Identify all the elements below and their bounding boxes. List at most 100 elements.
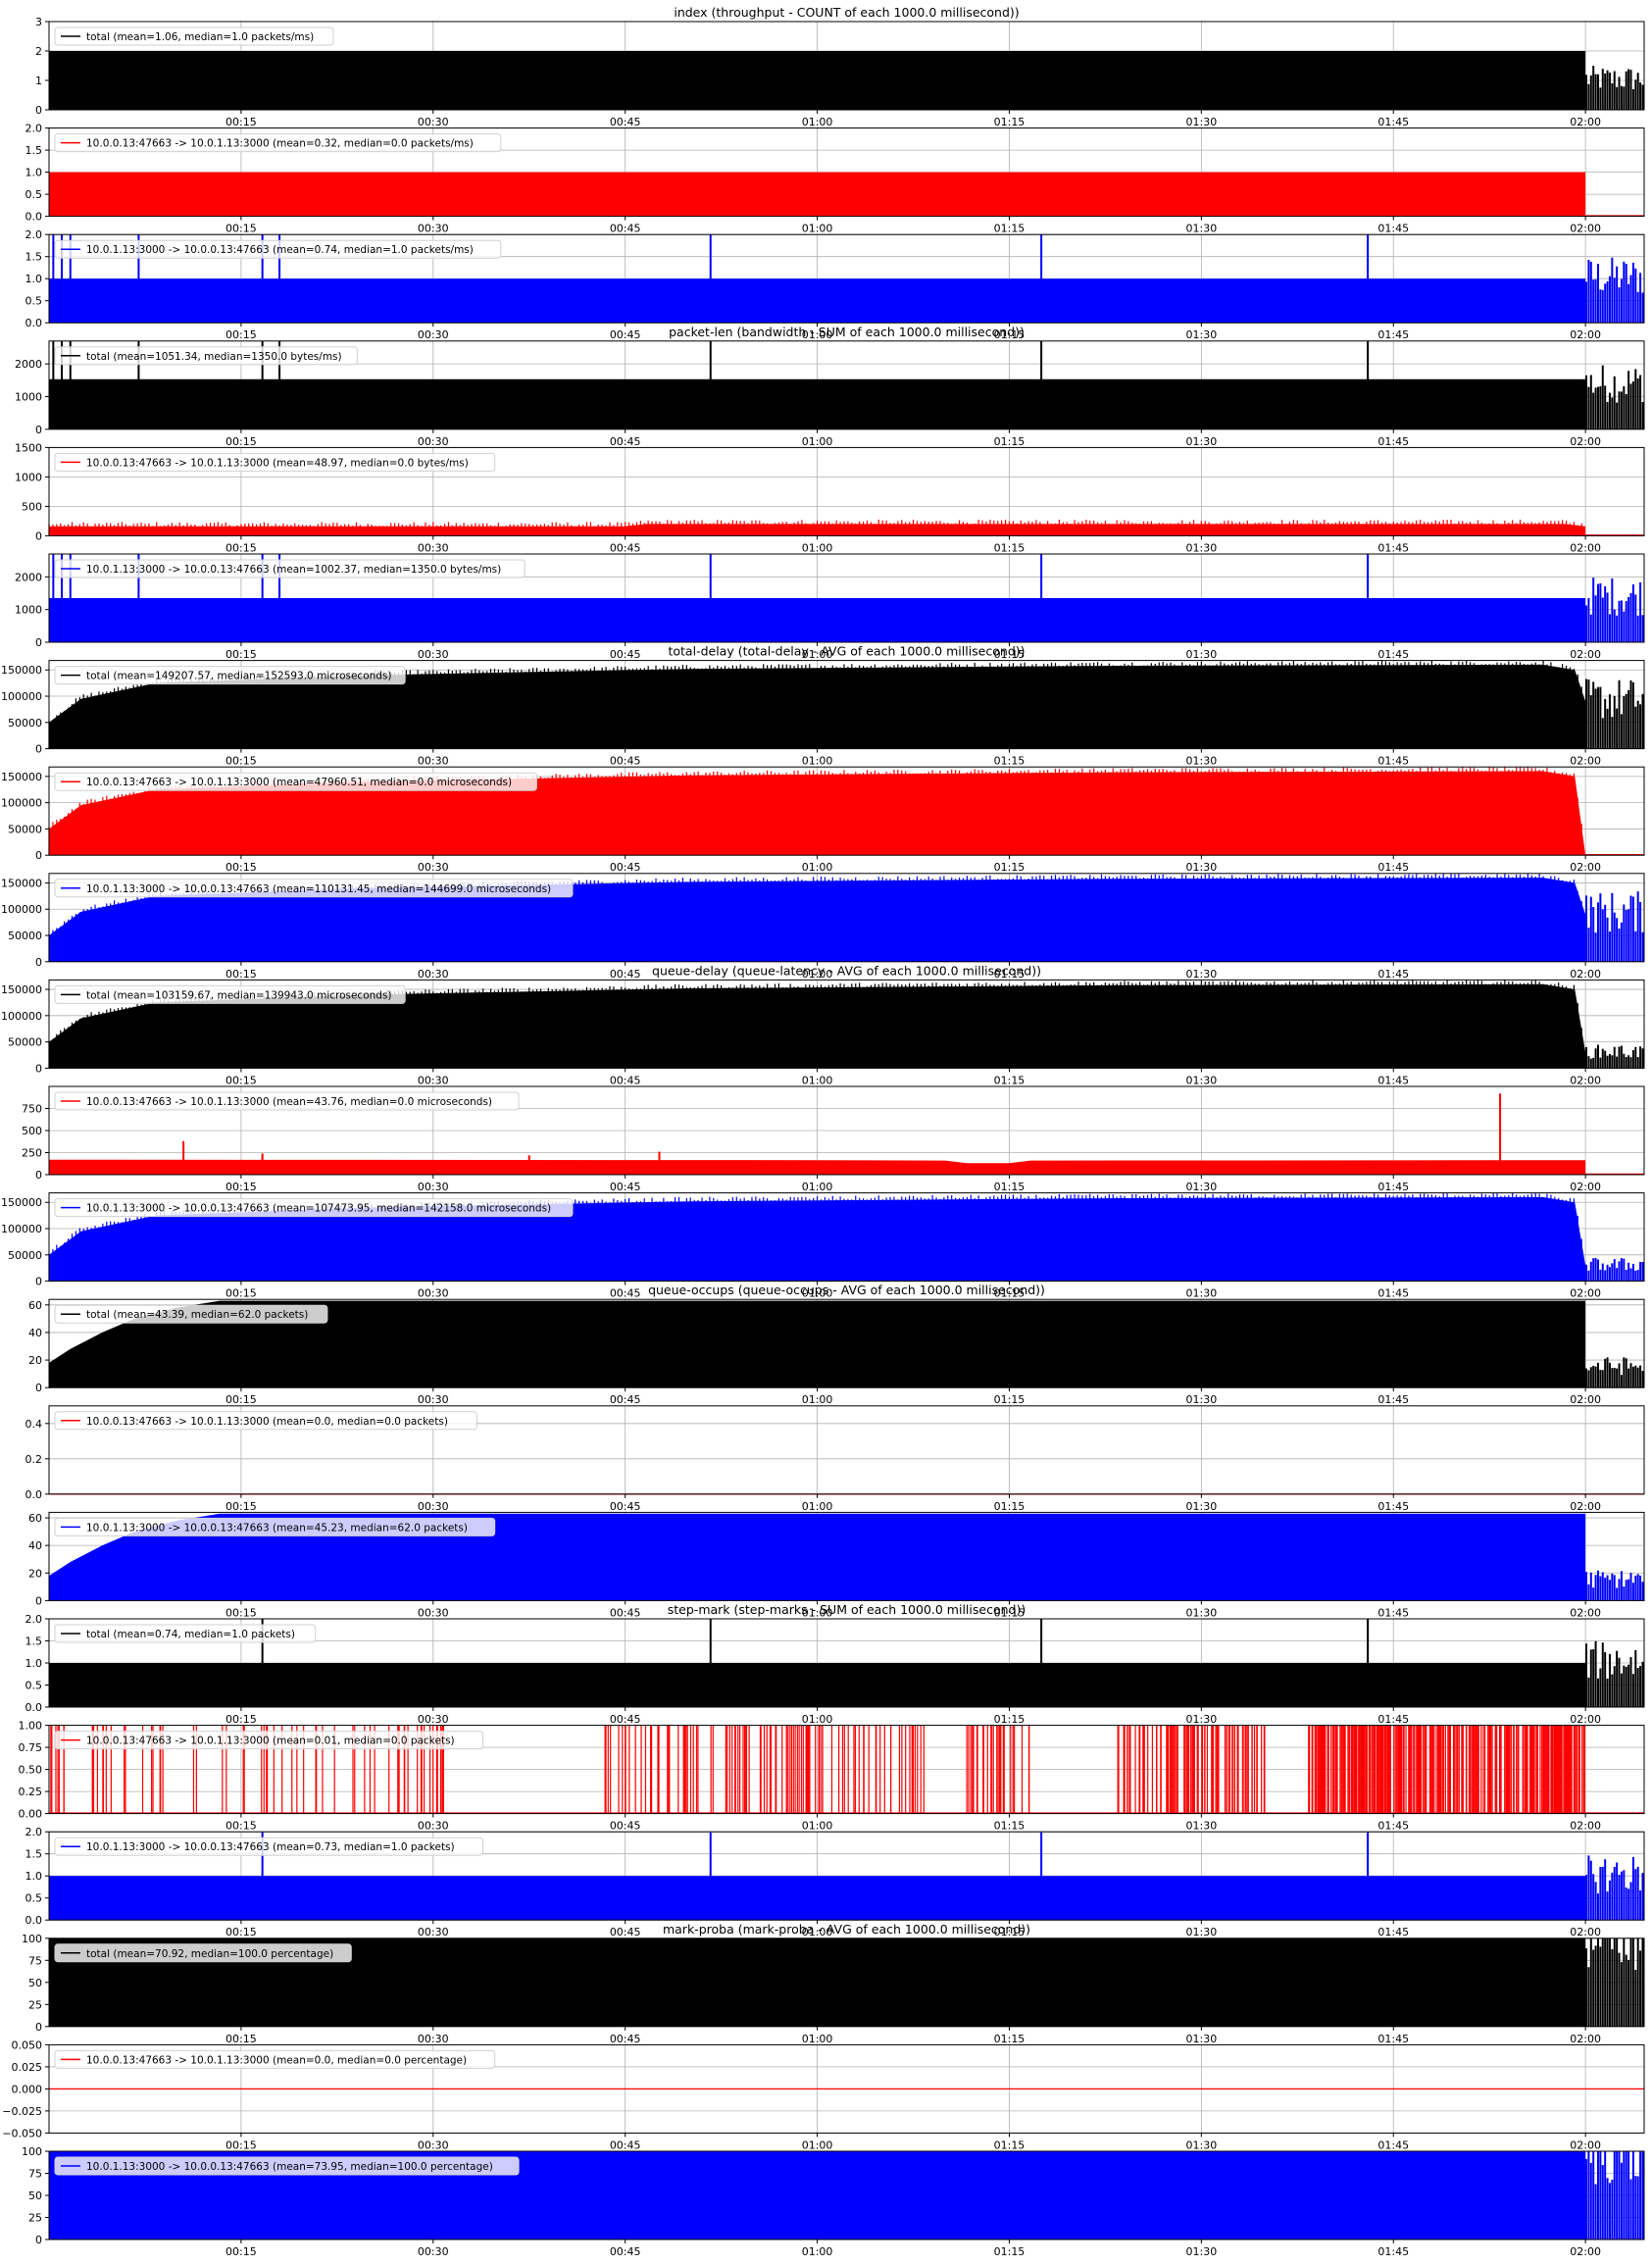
- y-tick-label: 25: [28, 1998, 42, 2011]
- x-tick-label: 01:15: [994, 2033, 1026, 2045]
- plot-frame: [48, 1298, 1645, 1388]
- legend-label: 10.0.1.13:3000 -> 10.0.0.13:47663 (mean=…: [86, 2161, 493, 2173]
- x-tick-label: 00:15: [225, 541, 257, 554]
- y-tick-label: 500: [22, 500, 42, 513]
- y-tick-label: 100000: [1, 797, 42, 810]
- legend: 10.0.0.13:47663 -> 10.0.1.13:3000 (mean=…: [54, 1411, 477, 1431]
- x-tick-label: 02:00: [1570, 435, 1601, 448]
- y-tick-label: 150000: [1, 1196, 42, 1209]
- x-tick-label: 00:45: [610, 1713, 641, 1726]
- legend-label: 10.0.0.13:47663 -> 10.0.1.13:3000 (mean=…: [86, 1416, 448, 1428]
- legend-box: [54, 1837, 483, 1856]
- x-tick-label: 02:00: [1570, 1500, 1601, 1513]
- x-tick-label: 01:00: [802, 1500, 833, 1513]
- y-tick-label: 0.5: [25, 1680, 43, 1692]
- x-tick-label: 01:00: [802, 116, 833, 128]
- x-tick-label: 00:30: [418, 2245, 449, 2258]
- y-tick-label: 0.5: [25, 188, 43, 201]
- y-tick-label: 75: [28, 1954, 42, 1967]
- x-tick-label: 01:45: [1377, 648, 1409, 661]
- x-tick-label: 00:45: [610, 1820, 641, 1833]
- legend-box: [54, 879, 574, 898]
- x-tick-label: 01:30: [1186, 2033, 1218, 2045]
- x-tick-label: 02:00: [1570, 1074, 1601, 1086]
- y-tick-label: 0: [35, 1062, 42, 1075]
- x-tick-label: 01:30: [1186, 223, 1218, 235]
- legend: 10.0.0.13:47663 -> 10.0.1.13:3000 (mean=…: [54, 133, 502, 153]
- x-tick-label: 01:45: [1377, 223, 1409, 235]
- x-tick-label: 00:15: [225, 1606, 257, 1619]
- x-tick-label: 00:15: [225, 116, 257, 128]
- y-tick-label: 0.2: [25, 1453, 43, 1466]
- x-tick-label: 01:45: [1377, 968, 1409, 981]
- x-tick-label: 01:15: [994, 1713, 1026, 1726]
- x-tick-label: 01:15: [994, 328, 1026, 341]
- y-tick-label: 0.050: [12, 2038, 43, 2051]
- legend: total (mean=70.92, median=100.0 percenta…: [54, 1943, 352, 1963]
- series-area: [49, 598, 1586, 642]
- legend-box: [54, 1411, 477, 1431]
- x-tick-label: 01:45: [1377, 328, 1409, 341]
- x-tick-label: 01:00: [802, 1713, 833, 1726]
- y-tick-label: 50: [28, 1977, 42, 1989]
- legend-label: 10.0.0.13:47663 -> 10.0.1.13:3000 (mean=…: [86, 457, 469, 469]
- x-tick-label: 01:30: [1186, 1713, 1218, 1726]
- y-tick-label: 0: [35, 424, 42, 436]
- x-tick-label: 00:45: [610, 2033, 641, 2045]
- series-tail: [1585, 1357, 1644, 1388]
- series-tail: [1585, 1044, 1644, 1069]
- x-tick-label: 02:00: [1570, 1926, 1601, 1938]
- plot-frame: [48, 1511, 1645, 1601]
- series-tail: [1585, 891, 1644, 962]
- x-tick-label: 00:30: [418, 1820, 449, 1833]
- x-tick-label: 01:45: [1377, 1500, 1409, 1513]
- legend-box: [54, 346, 358, 366]
- x-tick-label: 01:45: [1377, 1181, 1409, 1193]
- y-tick-label: 50000: [8, 1249, 42, 1262]
- legend: total (mean=149207.57, median=152593.0 m…: [54, 666, 406, 685]
- x-tick-label: 01:30: [1186, 861, 1218, 874]
- y-tick-label: 0.75: [19, 1741, 43, 1754]
- panel-6: 0 1000 2000 00:15 00:30 00:45 01:00 01:15 01:30 0…: [15, 553, 1645, 661]
- legend-label: 10.0.1.13:3000 -> 10.0.0.13:47663 (mean=…: [86, 1841, 455, 1853]
- x-tick-label: 01:45: [1377, 1287, 1409, 1300]
- x-tick-label: 01:00: [802, 435, 833, 448]
- x-tick-label: 01:45: [1377, 1606, 1409, 1619]
- x-tick-label: 00:30: [418, 1926, 449, 1938]
- legend-label: total (mean=1.06, median=1.0 packets/ms): [86, 31, 314, 43]
- y-tick-label: 0: [35, 636, 42, 649]
- x-tick-label: 00:30: [418, 435, 449, 448]
- x-tick-label: 01:00: [802, 648, 833, 661]
- x-tick-label: 01:45: [1377, 1926, 1409, 1938]
- x-tick-label: 01:45: [1377, 435, 1409, 448]
- legend-label: 10.0.1.13:3000 -> 10.0.0.13:47663 (mean=…: [86, 1522, 468, 1534]
- y-tick-label: 2000: [15, 358, 42, 371]
- series-area: [49, 1300, 1586, 1388]
- x-tick-label: 00:15: [225, 1074, 257, 1086]
- legend-box: [54, 772, 537, 791]
- x-tick-label: 00:30: [418, 541, 449, 554]
- x-tick-label: 01:15: [994, 1926, 1026, 1938]
- x-tick-label: 02:00: [1570, 116, 1601, 128]
- x-tick-label: 01:30: [1186, 1393, 1218, 1406]
- series-tail: [1585, 1570, 1644, 1601]
- panel-1: 0 1 2 3 00:15 00:30 00:45 01:00 01:15 01:30 01:45 0…: [35, 5, 1645, 128]
- x-tick-label: 00:15: [225, 223, 257, 235]
- x-tick-label: 01:45: [1377, 1713, 1409, 1726]
- y-tick-label: 0.5: [25, 1892, 43, 1905]
- legend-label: total (mean=1051.34, median=1350.0 bytes…: [86, 351, 342, 363]
- panel-title: queue-delay (queue-latency - AVG of each…: [652, 963, 1041, 978]
- series-tail: [1585, 578, 1644, 642]
- y-tick-label: −0.025: [2, 2105, 42, 2118]
- x-tick-label: 01:30: [1186, 1287, 1218, 1300]
- legend-box: [54, 559, 526, 579]
- y-tick-label: 0: [35, 1169, 42, 1182]
- legend-box: [54, 1943, 352, 1963]
- panel-19: 0 25 50 75 100 00:15 00:30 00:45 01:00 01:15 01:30…: [22, 1922, 1645, 2045]
- y-tick-label: 50000: [8, 930, 42, 942]
- series-top-noise: [48, 873, 1582, 962]
- x-tick-label: 00:30: [418, 648, 449, 661]
- x-tick-label: 00:45: [610, 1287, 641, 1300]
- x-tick-label: 00:15: [225, 1713, 257, 1726]
